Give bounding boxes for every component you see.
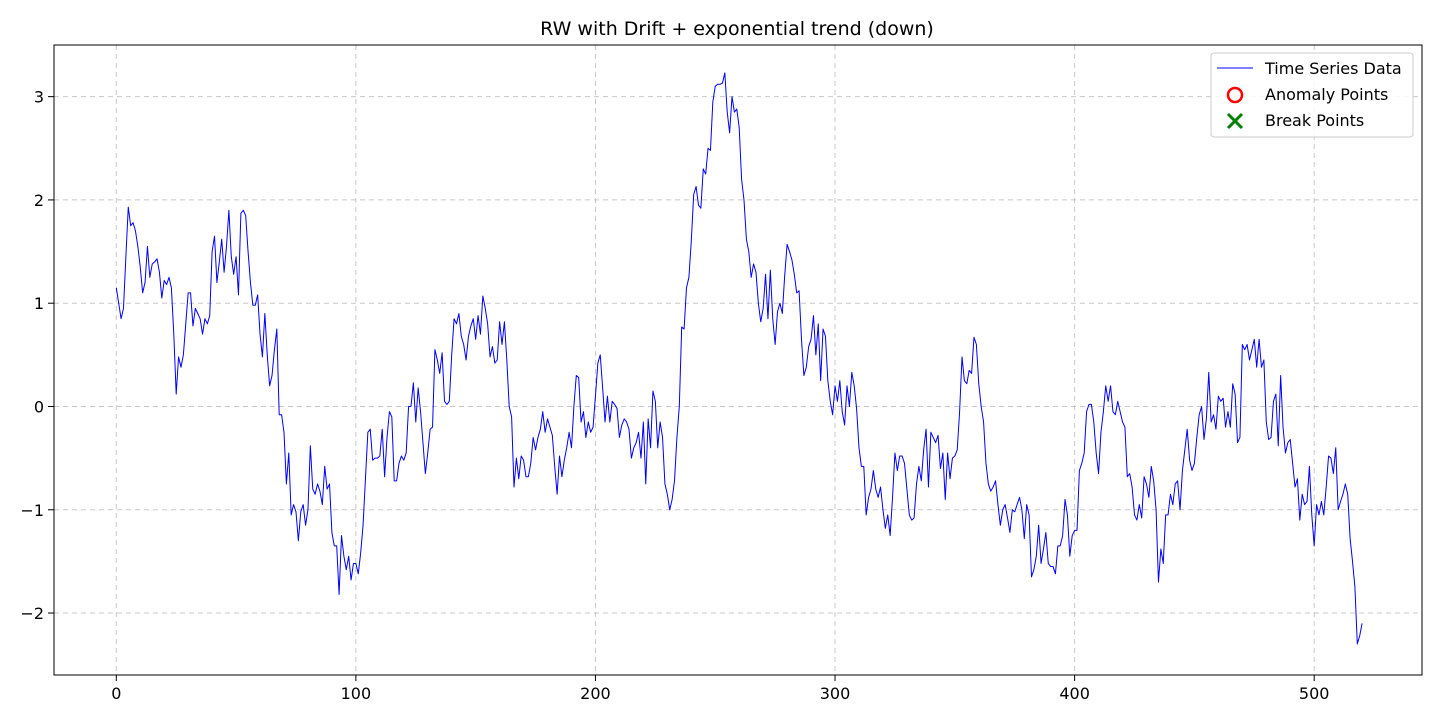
- y-tick-label: 3: [34, 88, 44, 107]
- y-tick-label: 0: [34, 397, 44, 416]
- y-tick-label: −1: [20, 501, 44, 520]
- legend: Time Series Data Anomaly Points Break Po…: [1210, 52, 1414, 138]
- legend-label-series: Time Series Data: [1264, 59, 1402, 78]
- legend-box: [1210, 52, 1414, 138]
- legend-label-break: Break Points: [1265, 111, 1364, 130]
- grid: [54, 45, 1422, 675]
- legend-break-marker: [1226, 112, 1244, 130]
- series-layer: [115, 72, 1363, 645]
- x-tick-label: 300: [820, 684, 851, 703]
- y-tick-label: −2: [20, 604, 44, 623]
- series-line-time-series-data: [115, 72, 1363, 645]
- x-tick-label: 100: [341, 684, 372, 703]
- x-tick-label: 200: [580, 684, 611, 703]
- axes: 0 100 200 300 400 500 −2 −1 0 1 2 3: [20, 88, 1329, 703]
- y-tick-label: 2: [34, 191, 44, 210]
- legend-label-anomaly: Anomaly Points: [1265, 85, 1388, 104]
- chart-title: RW with Drift + exponential trend (down): [540, 18, 934, 40]
- x-tick-label: 0: [111, 684, 121, 703]
- x-tick-label: 400: [1059, 684, 1090, 703]
- plot-frame: [53, 44, 1423, 676]
- x-tick-label: 500: [1299, 684, 1330, 703]
- legend-anomaly-marker: [1226, 86, 1244, 104]
- y-tick-label: 1: [34, 294, 44, 313]
